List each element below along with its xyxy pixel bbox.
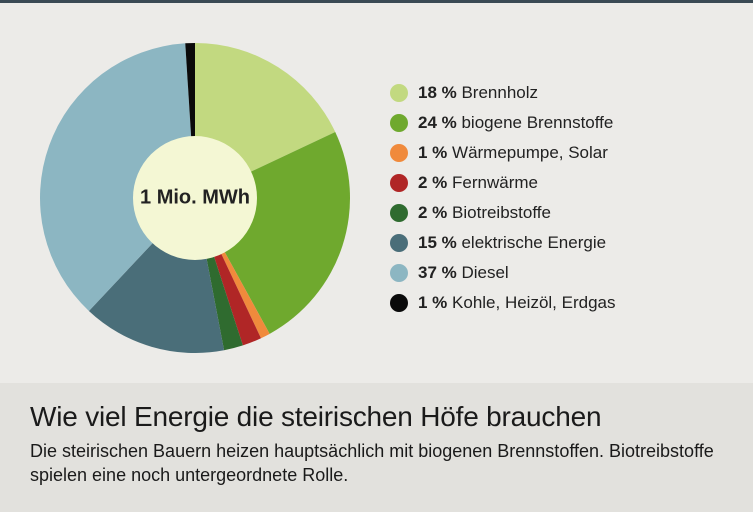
legend-item: 37 % Diesel [390,263,616,283]
legend-label: 2 % Fernwärme [418,173,538,193]
legend-swatch [390,294,408,312]
caption-title: Wie viel Energie die steirischen Höfe br… [30,401,723,433]
legend-item: 2 % Fernwärme [390,173,616,193]
legend-label: 18 % Brennholz [418,83,538,103]
pie-chart: 1 Mio. MWh [40,43,350,353]
legend-swatch [390,204,408,222]
legend-label: 2 % Biotreibstoffe [418,203,551,223]
center-label: 1 Mio. MWh [140,187,250,210]
legend-label: 15 % elektrische Energie [418,233,606,253]
legend-label: 1 % Wärmepumpe, Solar [418,143,608,163]
legend-item: 1 % Kohle, Heizöl, Erdgas [390,293,616,313]
legend-swatch [390,84,408,102]
legend: 18 % Brennholz 24 % biogene Brennstoffe 1 … [390,83,616,313]
legend-label: 37 % Diesel [418,263,509,283]
legend-swatch [390,234,408,252]
legend-label: 24 % biogene Brennstoffe [418,113,613,133]
legend-swatch [390,144,408,162]
legend-item: 24 % biogene Brennstoffe [390,113,616,133]
legend-swatch [390,174,408,192]
caption-body: Die steirischen Bauern heizen hauptsächl… [30,439,723,488]
legend-item: 18 % Brennholz [390,83,616,103]
legend-item: 1 % Wärmepumpe, Solar [390,143,616,163]
caption: Wie viel Energie die steirischen Höfe br… [0,383,753,512]
legend-swatch [390,264,408,282]
legend-item: 2 % Biotreibstoffe [390,203,616,223]
chart-area: 1 Mio. MWh 18 % Brennholz 24 % biogene Br… [0,3,753,383]
legend-swatch [390,114,408,132]
legend-item: 15 % elektrische Energie [390,233,616,253]
legend-label: 1 % Kohle, Heizöl, Erdgas [418,293,616,313]
